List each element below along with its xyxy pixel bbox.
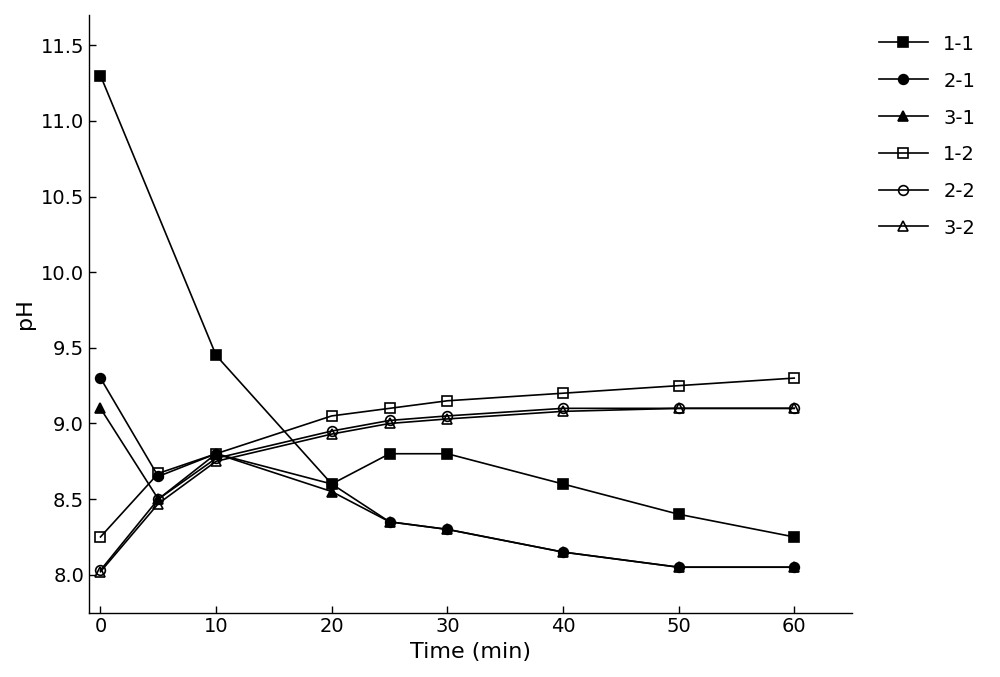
3-1: [326, 487, 338, 496]
2-2: [557, 404, 569, 412]
3-2: [210, 457, 222, 465]
3-1: [94, 404, 106, 412]
2-1: [210, 450, 222, 458]
1-1: [94, 72, 106, 80]
3-2: [326, 430, 338, 438]
3-1: [673, 563, 685, 571]
2-1: [94, 374, 106, 382]
2-1: [326, 480, 338, 488]
2-1: [384, 518, 396, 526]
Line: 2-1: 2-1: [96, 373, 799, 572]
Y-axis label: pH: pH: [15, 299, 35, 329]
2-2: [441, 412, 453, 420]
2-2: [94, 566, 106, 574]
3-1: [788, 563, 800, 571]
X-axis label: Time (min): Time (min): [410, 642, 531, 662]
3-2: [441, 415, 453, 423]
1-2: [210, 450, 222, 458]
3-2: [152, 500, 164, 508]
2-2: [210, 454, 222, 462]
Line: 3-1: 3-1: [96, 403, 799, 572]
2-2: [384, 416, 396, 424]
Line: 2-2: 2-2: [96, 403, 799, 575]
Legend: 1-1, 2-1, 3-1, 1-2, 2-2, 3-2: 1-1, 2-1, 3-1, 1-2, 2-2, 3-2: [869, 25, 985, 248]
1-1: [326, 480, 338, 488]
1-2: [94, 533, 106, 541]
3-1: [152, 495, 164, 503]
1-1: [384, 450, 396, 458]
2-2: [152, 495, 164, 503]
3-1: [441, 525, 453, 533]
2-1: [557, 548, 569, 556]
1-2: [788, 374, 800, 382]
1-2: [673, 382, 685, 390]
3-2: [788, 404, 800, 412]
Line: 1-1: 1-1: [96, 70, 799, 542]
2-1: [441, 525, 453, 533]
1-1: [557, 480, 569, 488]
2-2: [673, 404, 685, 412]
1-2: [441, 397, 453, 405]
1-2: [326, 412, 338, 420]
2-2: [326, 427, 338, 435]
2-1: [673, 563, 685, 571]
1-2: [384, 404, 396, 412]
1-2: [152, 469, 164, 477]
1-1: [788, 533, 800, 541]
2-1: [152, 473, 164, 481]
3-1: [557, 548, 569, 556]
3-2: [557, 408, 569, 416]
3-1: [210, 450, 222, 458]
3-1: [384, 518, 396, 526]
3-2: [673, 404, 685, 412]
3-2: [94, 568, 106, 576]
1-1: [210, 351, 222, 359]
3-2: [384, 420, 396, 428]
Line: 1-2: 1-2: [96, 373, 799, 542]
Line: 3-2: 3-2: [96, 403, 799, 577]
2-1: [788, 563, 800, 571]
1-1: [441, 450, 453, 458]
1-1: [673, 510, 685, 519]
2-2: [788, 404, 800, 412]
1-2: [557, 389, 569, 397]
